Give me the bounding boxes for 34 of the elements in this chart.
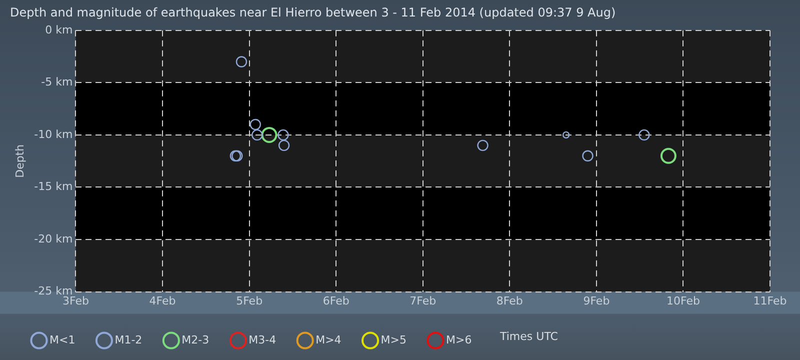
legend-label: M1-2 xyxy=(114,333,142,346)
point xyxy=(660,148,676,164)
x-tick-label: 5Feb xyxy=(236,294,263,308)
legend-label: M3-4 xyxy=(248,333,276,346)
x-tick-label: 8Feb xyxy=(496,294,523,308)
y-tick-label: 0 km xyxy=(45,23,73,36)
x-tick-label: 9Feb xyxy=(583,294,610,308)
legend-label: M2-3 xyxy=(182,333,210,346)
y-axis-title: Depth xyxy=(13,144,26,178)
legend-label: M<1 xyxy=(50,333,76,346)
x-tick-label: 11Feb xyxy=(753,294,787,308)
point xyxy=(278,140,290,152)
legend-label: M>6 xyxy=(446,333,472,346)
point xyxy=(562,131,570,139)
y-tick-label: -15 km xyxy=(34,180,73,194)
chart-title: Depth and magnitude of earthquakes near El Hierro between 3 - 11 Feb 2014 (updated 09:37 9 Aug) xyxy=(10,5,616,20)
point xyxy=(638,129,650,141)
legend-label: M>4 xyxy=(316,333,342,346)
x-tick-label: 4Feb xyxy=(149,294,176,308)
x-tick-label: 7Feb xyxy=(410,294,436,308)
y-tick-label: -10 km xyxy=(34,128,73,141)
point xyxy=(250,118,261,130)
point xyxy=(252,129,263,141)
y-tick-label: -5 km xyxy=(41,76,73,89)
x-tick-label: 6Feb xyxy=(322,294,350,308)
point xyxy=(477,140,488,152)
point xyxy=(278,129,289,141)
text: Times UTC xyxy=(500,330,558,343)
y-tick-label: -20 km xyxy=(34,232,73,246)
point xyxy=(236,56,248,68)
point xyxy=(261,126,278,143)
x-tick-label: 10Feb xyxy=(666,294,700,308)
legend-label: M>5 xyxy=(380,333,406,346)
point xyxy=(582,150,594,162)
